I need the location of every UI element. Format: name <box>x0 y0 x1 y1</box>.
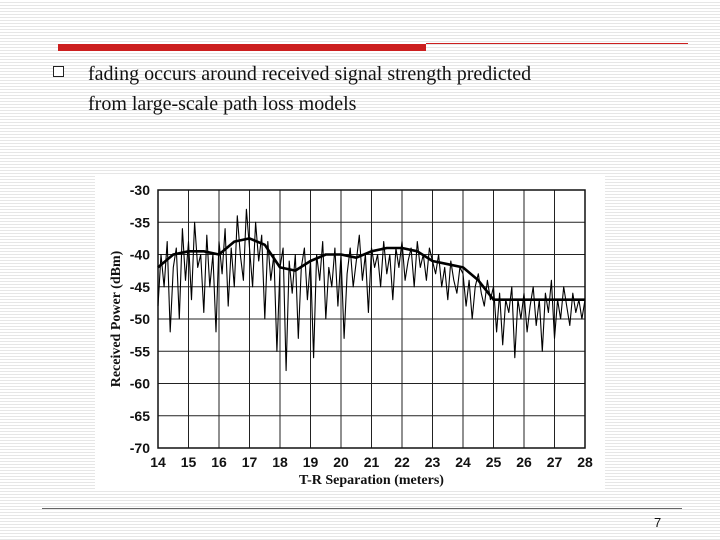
x-tick-label: 17 <box>242 454 258 470</box>
title-accent-line <box>426 43 688 44</box>
bullet-text-line-1: fading occurs around received signal str… <box>88 63 532 85</box>
bullet-square-icon <box>53 66 64 77</box>
y-tick-label: -70 <box>130 440 150 456</box>
x-tick-label: 23 <box>425 454 441 470</box>
bullet-text-line-2: from large-scale path loss models <box>88 93 357 115</box>
x-tick-label: 28 <box>577 454 593 470</box>
x-tick-label: 25 <box>486 454 502 470</box>
page-number: 7 <box>654 515 662 530</box>
x-tick-label: 21 <box>364 454 380 470</box>
x-axis-label: T-R Separation (meters) <box>299 473 444 488</box>
series-line-large-scale-average <box>157 237 585 301</box>
y-tick-label: -50 <box>130 311 150 327</box>
x-tick-label: 14 <box>150 454 166 470</box>
x-tick-label: 16 <box>211 454 227 470</box>
plot-frame <box>157 189 586 449</box>
x-tick-label: 19 <box>303 454 319 470</box>
footer-divider <box>42 508 682 509</box>
series-line-received-power <box>157 208 586 372</box>
x-tick-label: 24 <box>455 454 471 470</box>
x-tick-label: 26 <box>516 454 532 470</box>
y-tick-label: -35 <box>130 214 150 230</box>
x-tick-label: 22 <box>394 454 410 470</box>
x-tick-label: 20 <box>333 454 349 470</box>
x-tick-label: 18 <box>272 454 288 470</box>
x-tick-label: 15 <box>181 454 197 470</box>
title-accent-bar <box>58 44 426 51</box>
y-tick-label: -45 <box>130 279 150 295</box>
chart-svg: 14 15 16 17 18 19 20 21 22 23 24 25 26 27 28 -30 -35 -40 -… <box>109 182 593 488</box>
y-tick-label: -65 <box>130 408 150 424</box>
y-tick-label: -60 <box>130 376 150 392</box>
y-tick-label: -40 <box>130 247 150 263</box>
y-tick-label: -30 <box>130 182 150 198</box>
x-tick-label: 27 <box>547 454 563 470</box>
bullet-text: fading occurs around received signal str… <box>88 59 648 119</box>
fading-chart: 14 15 16 17 18 19 20 21 22 23 24 25 26 27 28 -30 -35 -40 -… <box>95 175 605 490</box>
y-axis-label: Received Power (dBm) <box>109 250 124 387</box>
y-tick-label: -55 <box>130 343 150 359</box>
